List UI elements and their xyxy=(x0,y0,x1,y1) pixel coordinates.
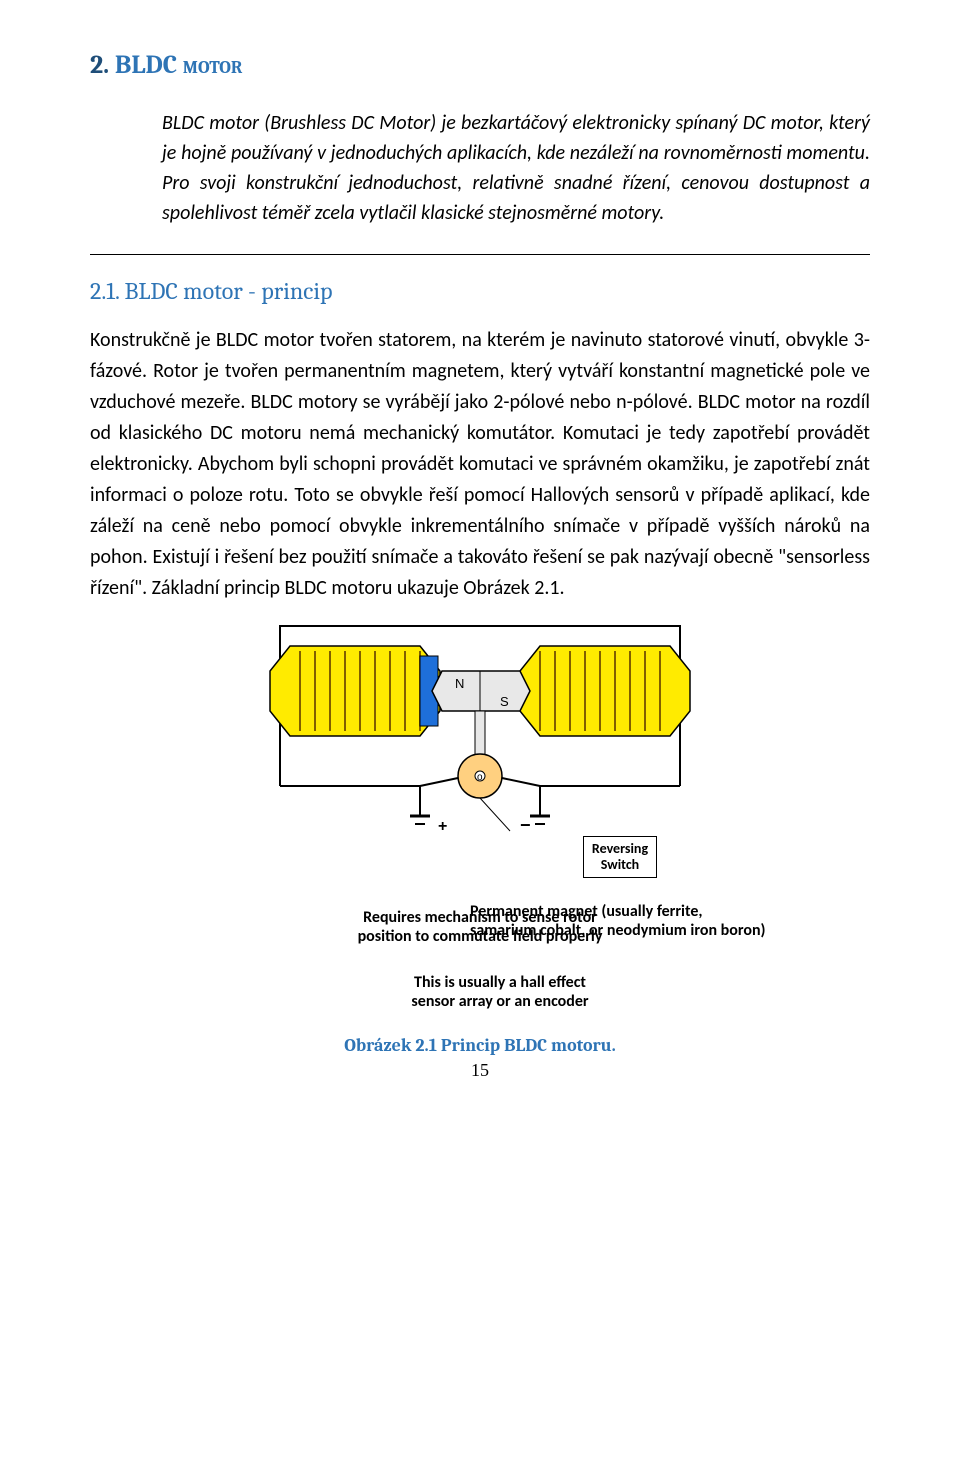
svg-text:−: − xyxy=(520,815,531,835)
rev-switch-l2: Switch xyxy=(601,856,639,873)
svg-text:N: N xyxy=(455,676,464,691)
section-number: 2. xyxy=(90,50,109,80)
svg-text:+: + xyxy=(438,818,447,835)
section-intro: BLDC motor (Brushless DC Motor) je bezka… xyxy=(162,108,870,228)
section-title-pre: BLDC xyxy=(115,50,183,80)
rev-switch-l1: Reversing xyxy=(592,840,648,857)
reversing-switch-label: Reversing Switch xyxy=(583,836,657,878)
annot-permanent-magnet: Permanent magnet (usually ferrite, samar… xyxy=(470,902,766,940)
subsection-body: Konstrukčně je BLDC motor tvořen statore… xyxy=(90,325,870,604)
page-number: 15 xyxy=(90,1060,870,1081)
annot-sub-l1: This is usually a hall effect xyxy=(414,973,586,992)
bldc-motor-svg: N S o + − xyxy=(220,616,740,846)
annot-hall-sensor: This is usually a hall effect sensor arr… xyxy=(130,973,870,1011)
section-divider xyxy=(90,254,870,255)
section-heading: 2. BLDC motor xyxy=(90,50,870,80)
figure-caption: Obrázek 2.1 Princip BLDC motoru. xyxy=(90,1035,870,1056)
svg-text:o: o xyxy=(477,772,483,783)
section-title-sc: motor xyxy=(183,50,243,80)
figure-bldc-diagram: N S o + − Reversing Swi xyxy=(90,616,870,1056)
annot-right-l1: Permanent magnet (usually ferrite, xyxy=(470,902,703,921)
annot-right-l2: samarium cobalt, or neodymium iron boron… xyxy=(470,921,766,940)
annot-sub-l2: sensor array or an encoder xyxy=(411,992,588,1011)
subsection-title: BLDC motor - princip xyxy=(124,277,332,305)
subsection-heading: 2.1. BLDC motor - princip xyxy=(90,277,870,305)
svg-text:S: S xyxy=(500,694,509,709)
subsection-number: 2.1. xyxy=(90,277,119,305)
